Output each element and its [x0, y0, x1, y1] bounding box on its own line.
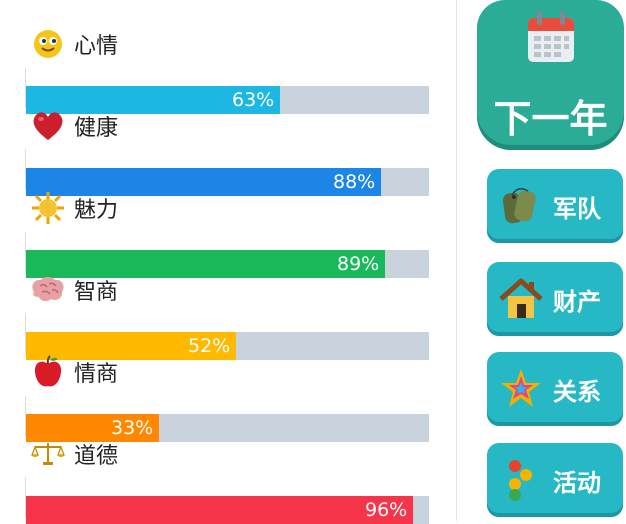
percent-label: 63%	[232, 89, 275, 111]
percent-label: 52%	[188, 335, 231, 357]
dots-icon	[495, 454, 547, 506]
progress-fill	[26, 496, 413, 524]
stat-label: 魅力	[74, 198, 119, 223]
military-label: 军队	[553, 194, 601, 223]
relationship-button[interactable]: 关系	[487, 352, 623, 426]
relationship-label: 关系	[553, 377, 601, 406]
stat-label: 心情	[74, 34, 119, 59]
stat-eq: 情商 33%	[0, 354, 440, 442]
next-year-button[interactable]: 下一年	[477, 0, 624, 150]
progress-track: 52%	[26, 332, 429, 360]
progress-fill	[26, 332, 236, 360]
progress-track: 33%	[26, 414, 429, 442]
progress-fill	[26, 168, 381, 196]
stat-health: 健康 88%	[0, 108, 440, 196]
activity-button[interactable]: 活动	[487, 443, 623, 517]
progress-fill	[26, 414, 159, 442]
sun-icon	[30, 190, 66, 226]
heart-icon	[30, 108, 66, 144]
calendar-icon	[526, 10, 576, 68]
military-button[interactable]: 军队	[487, 169, 623, 243]
stat-label: 健康	[74, 116, 119, 141]
stat-label: 道德	[74, 444, 119, 469]
apple-icon	[30, 354, 66, 390]
activity-label: 活动	[553, 468, 601, 497]
percent-label: 33%	[111, 417, 154, 439]
stat-mood: 心情 63%	[0, 26, 440, 114]
scales-icon	[30, 436, 66, 472]
progress-track: 89%	[26, 250, 429, 278]
stat-charm: 魅力 89%	[0, 190, 440, 278]
property-label: 财产	[553, 287, 601, 316]
dog-tags-icon	[495, 180, 547, 232]
stat-label: 情商	[74, 362, 119, 387]
stat-label: 智商	[74, 280, 119, 305]
panel-divider	[456, 0, 457, 521]
progress-fill	[26, 250, 385, 278]
progress-track: 88%	[26, 168, 429, 196]
percent-label: 88%	[333, 171, 376, 193]
stars-icon	[495, 363, 547, 415]
progress-track: 63%	[26, 86, 429, 114]
percent-label: 96%	[365, 499, 408, 521]
stat-iq: 智商 52%	[0, 272, 440, 360]
brain-icon	[30, 272, 66, 308]
house-icon	[495, 273, 547, 325]
next-year-label: 下一年	[493, 97, 608, 141]
smiley-icon	[30, 26, 66, 62]
progress-track: 96%	[26, 496, 429, 524]
progress-fill	[26, 86, 280, 114]
stat-morality: 道德 96%	[0, 436, 440, 524]
percent-label: 89%	[337, 253, 380, 275]
property-button[interactable]: 财产	[487, 262, 623, 336]
stats-panel: 心情 63% 健康 88%	[0, 26, 440, 524]
